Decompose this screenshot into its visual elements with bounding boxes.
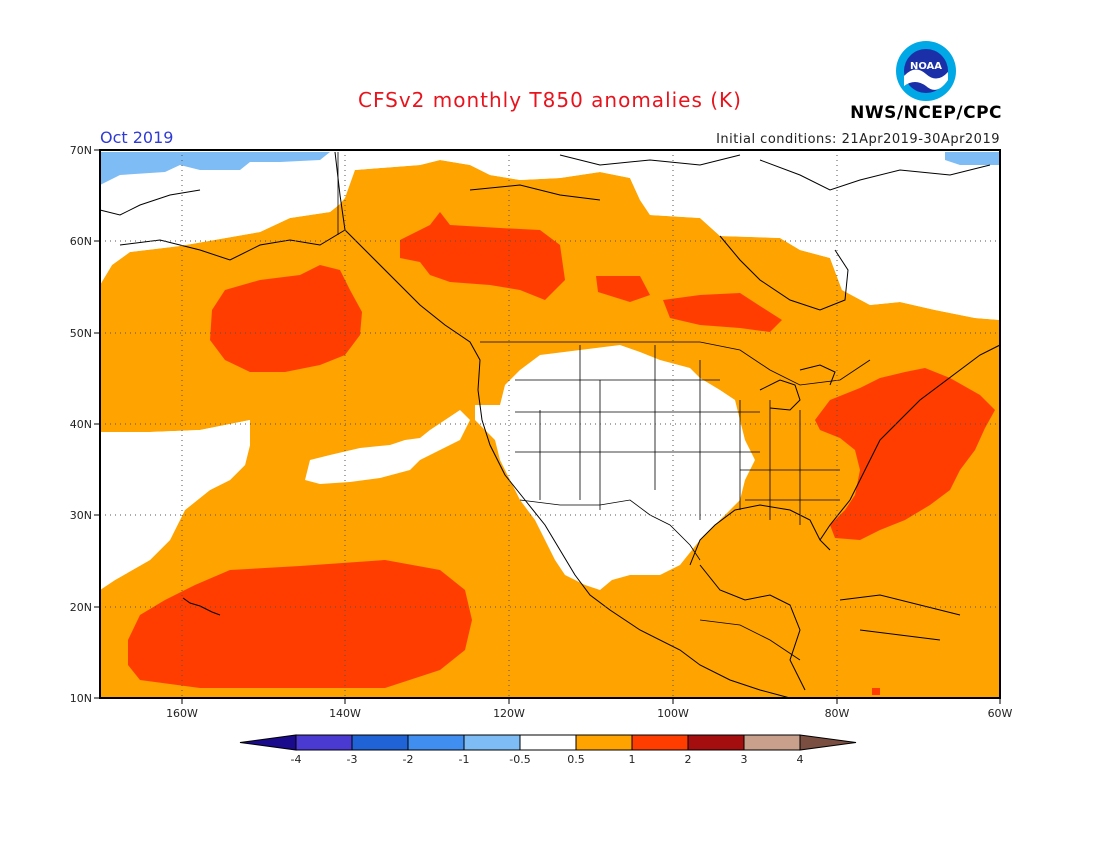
lon-label-80w: 80W (825, 707, 850, 720)
noaa-logo-text: NOAA (910, 61, 942, 72)
lon-label-140w: 140W (329, 707, 361, 720)
political-boundaries (337, 152, 871, 661)
colorbar-label: -2 (403, 753, 414, 766)
coastlines (99, 151, 1001, 699)
noaa-logo: NOAA (896, 41, 956, 101)
lon-label-100w: 100W (657, 707, 689, 720)
colorbar-arrow-right (799, 734, 857, 751)
colorbar-label: -1 (459, 753, 470, 766)
colorbar-swatch (519, 734, 577, 751)
lat-lon-grid (100, 150, 1000, 698)
colorbar-swatch (575, 734, 633, 751)
lat-label-70n: 70N (70, 144, 92, 157)
colorbar-swatch (351, 734, 409, 751)
colorbar-label: 2 (685, 753, 692, 766)
colorbar-swatch (407, 734, 465, 751)
colorbar-swatch (743, 734, 801, 751)
colorbar-label: 1 (629, 753, 636, 766)
colorbar-label: 4 (797, 753, 804, 766)
lat-label-30n: 30N (70, 509, 92, 522)
lon-label-160w: 160W (166, 707, 198, 720)
chart-title: CFSv2 monthly T850 anomalies (K) (358, 88, 742, 112)
colorbar-swatch (687, 734, 745, 751)
anomaly-field-cool1 (100, 152, 1000, 185)
colorbar-label: 3 (741, 753, 748, 766)
lon-label-60w: 60W (988, 707, 1013, 720)
forecast-period: Oct 2019 (100, 128, 174, 147)
colorbar-arrow-left (239, 734, 297, 751)
anomaly-field-normal (100, 152, 1000, 590)
colorbar: -4 -3 -2 -1 -0.5 0.5 1 2 3 4 (239, 734, 857, 766)
colorbar-label: -3 (347, 753, 358, 766)
agency-label: NWS/NCEP/CPC (850, 103, 1002, 123)
colorbar-label: 0.5 (567, 753, 585, 766)
colorbar-swatch (631, 734, 689, 751)
colorbar-label: -4 (291, 753, 302, 766)
lat-label-40n: 40N (70, 418, 92, 431)
colorbar-swatch (463, 734, 521, 751)
latitude-labels: 70N 60N 50N 40N 30N 20N 10N (70, 144, 92, 705)
colorbar-swatch (295, 734, 353, 751)
axis-ticks (94, 149, 1001, 704)
longitude-labels: 160W 140W 120W 100W 80W 60W (166, 707, 1012, 720)
lat-label-20n: 20N (70, 601, 92, 614)
initial-conditions: Initial conditions: 21Apr2019-30Apr2019 (716, 132, 1000, 147)
lat-label-60n: 60N (70, 235, 92, 248)
anomaly-field-warm2 (128, 212, 995, 695)
lat-label-50n: 50N (70, 327, 92, 340)
lat-label-10n: 10N (70, 692, 92, 705)
colorbar-label: -0.5 (509, 753, 530, 766)
lon-label-120w: 120W (493, 707, 525, 720)
